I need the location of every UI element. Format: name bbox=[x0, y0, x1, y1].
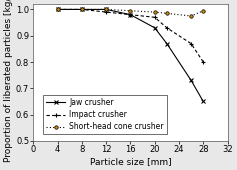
Short-head cone crusher bbox=[190, 15, 192, 17]
Short-head cone crusher bbox=[202, 10, 205, 12]
Short-head cone crusher bbox=[105, 8, 108, 10]
Short-head cone crusher bbox=[165, 12, 168, 14]
Line: Jaw crusher: Jaw crusher bbox=[55, 7, 205, 104]
Jaw crusher bbox=[190, 79, 192, 81]
Impact crusher bbox=[202, 61, 205, 63]
Jaw crusher bbox=[81, 8, 83, 10]
Impact crusher bbox=[153, 16, 156, 18]
Jaw crusher bbox=[153, 27, 156, 29]
X-axis label: Particle size [mm]: Particle size [mm] bbox=[90, 157, 171, 166]
Impact crusher bbox=[81, 8, 83, 10]
Legend: Jaw crusher, Impact crusher, Short-head cone crusher: Jaw crusher, Impact crusher, Short-head … bbox=[43, 95, 167, 134]
Short-head cone crusher bbox=[153, 11, 156, 13]
Impact crusher bbox=[129, 14, 132, 16]
Jaw crusher bbox=[202, 100, 205, 103]
Jaw crusher bbox=[56, 8, 59, 10]
Impact crusher bbox=[190, 43, 192, 45]
Impact crusher bbox=[165, 27, 168, 29]
Impact crusher bbox=[105, 11, 108, 13]
Jaw crusher bbox=[165, 43, 168, 45]
Jaw crusher bbox=[129, 14, 132, 16]
Jaw crusher bbox=[105, 8, 108, 10]
Short-head cone crusher bbox=[129, 10, 132, 12]
Line: Short-head cone crusher: Short-head cone crusher bbox=[56, 8, 205, 18]
Line: Impact crusher: Impact crusher bbox=[55, 7, 206, 64]
Short-head cone crusher bbox=[56, 8, 59, 10]
Short-head cone crusher bbox=[81, 8, 83, 10]
Impact crusher bbox=[56, 8, 59, 10]
Y-axis label: Proportion of liberated particles [kg/kg]: Proportion of liberated particles [kg/kg… bbox=[4, 0, 13, 162]
